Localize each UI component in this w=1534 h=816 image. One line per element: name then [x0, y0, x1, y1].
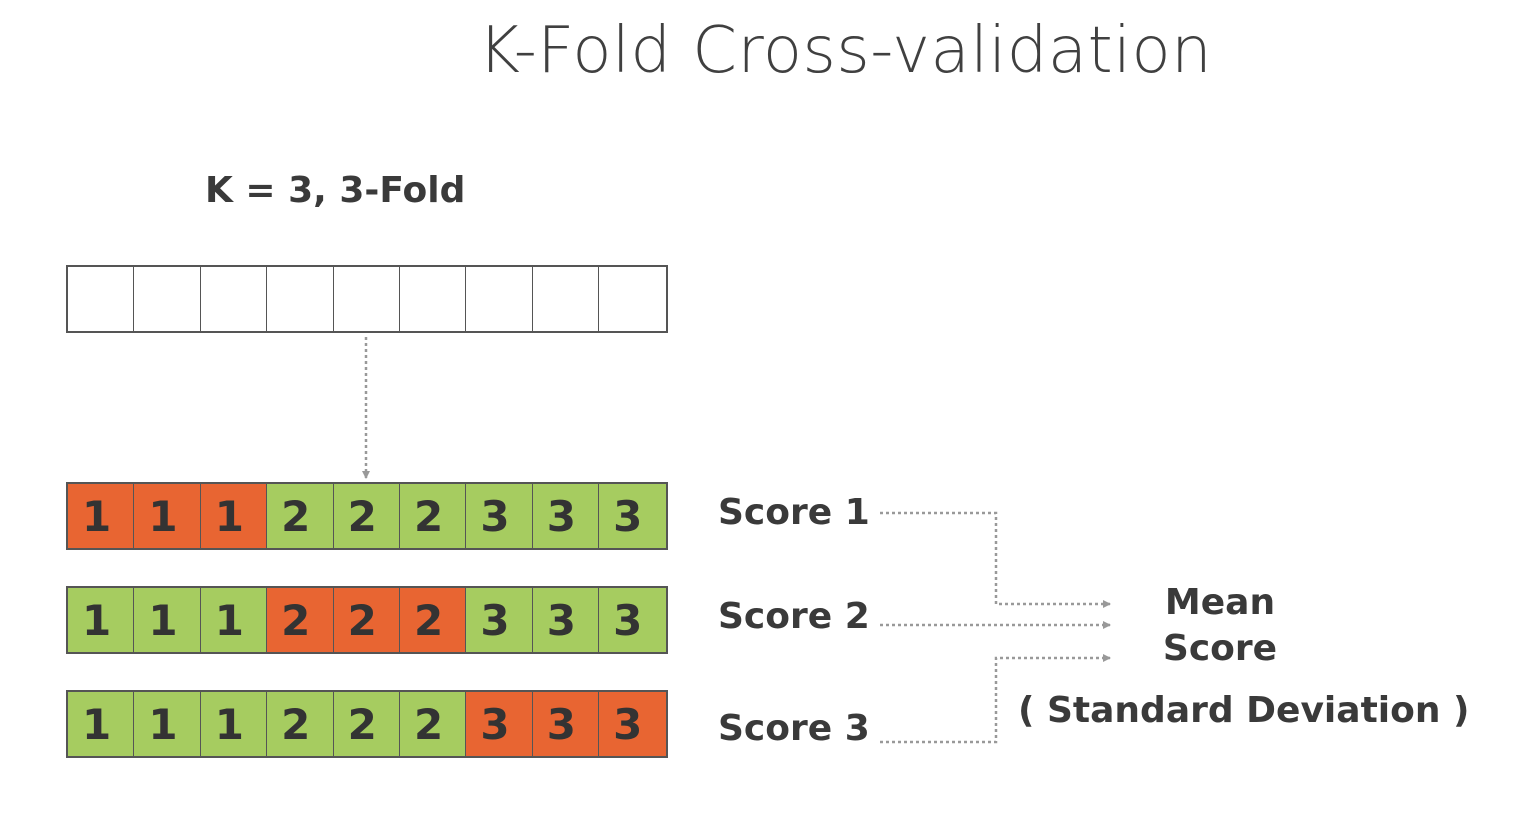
train-fold-cell: 3 [466, 484, 533, 548]
test-fold-cell: 2 [399, 588, 467, 652]
dataset-cell [134, 267, 201, 331]
score-3-connector [880, 654, 1111, 744]
score-3-label: Score 3 [718, 708, 870, 749]
dataset-cell [532, 267, 600, 331]
train-fold-cell: 3 [599, 484, 666, 548]
dataset-cell [333, 267, 400, 331]
score-2-label: Score 2 [718, 596, 870, 637]
train-fold-cell: 2 [267, 692, 334, 756]
k-value-label: K = 3, 3-Fold [205, 170, 466, 211]
train-fold-cell: 1 [68, 692, 135, 756]
train-fold-cell: 1 [68, 588, 135, 652]
train-fold-cell: 1 [200, 588, 268, 652]
train-fold-cell: 2 [333, 692, 400, 756]
test-fold-cell: 3 [599, 692, 666, 756]
dataset-cell [267, 267, 334, 331]
train-fold-cell: 3 [532, 484, 600, 548]
full-dataset-row [66, 265, 668, 333]
train-fold-cell: 2 [267, 484, 334, 548]
dataset-cell [200, 267, 268, 331]
test-fold-cell: 1 [200, 484, 268, 548]
train-fold-cell: 2 [399, 484, 467, 548]
train-fold-cell: 1 [134, 692, 201, 756]
test-fold-cell: 2 [333, 588, 400, 652]
std-dev-label: ( Standard Deviation ) [1018, 690, 1470, 731]
train-fold-cell: 1 [200, 692, 268, 756]
dataset-cell [466, 267, 533, 331]
diagram-title: K-Fold Cross-validation [478, 14, 1213, 88]
mean-label-line-1: Mean [1164, 582, 1276, 623]
dataset-cell [68, 267, 135, 331]
mean-score-label: Mean Score [1120, 580, 1320, 672]
test-fold-cell: 1 [68, 484, 135, 548]
score-1-label: Score 1 [718, 492, 870, 533]
test-fold-cell: 1 [134, 484, 201, 548]
train-fold-cell: 2 [399, 692, 467, 756]
train-fold-cell: 2 [333, 484, 400, 548]
train-fold-cell: 3 [466, 588, 533, 652]
train-fold-cell: 1 [134, 588, 201, 652]
test-fold-cell: 3 [532, 692, 600, 756]
test-fold-cell: 3 [466, 692, 533, 756]
dataset-cell [599, 267, 666, 331]
dataset-cell [399, 267, 467, 331]
train-fold-cell: 3 [532, 588, 600, 652]
train-fold-cell: 3 [599, 588, 666, 652]
score-1-connector [880, 511, 1111, 608]
mean-label-line-2: Score [1162, 628, 1278, 669]
test-fold-cell: 2 [267, 588, 334, 652]
